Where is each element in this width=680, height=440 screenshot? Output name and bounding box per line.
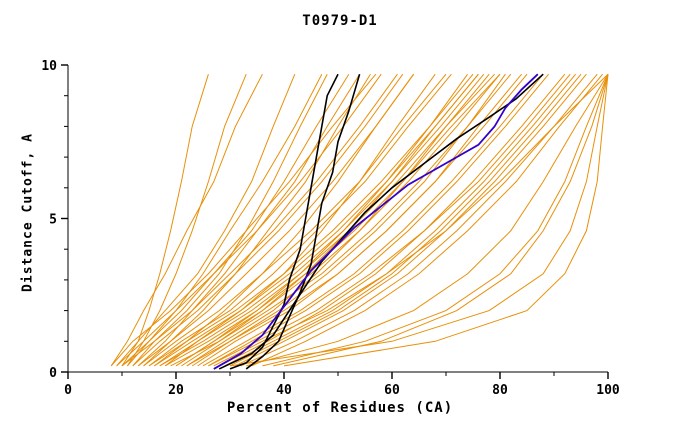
special-curve bbox=[213, 73, 539, 370]
model-curve bbox=[116, 73, 382, 367]
model-curve bbox=[154, 73, 415, 367]
y-tick-label: 5 bbox=[49, 213, 57, 228]
model-curve bbox=[127, 73, 323, 367]
model-curve bbox=[251, 73, 603, 367]
model-curve bbox=[262, 74, 609, 367]
model-curve bbox=[246, 73, 609, 367]
model-curve bbox=[137, 73, 361, 367]
x-tick-label: 80 bbox=[492, 383, 508, 398]
highlight-curve bbox=[218, 73, 544, 370]
model-curve bbox=[110, 73, 377, 367]
model-curve bbox=[148, 73, 452, 367]
model-curve bbox=[170, 73, 512, 367]
model-curve bbox=[181, 73, 479, 367]
model-curve bbox=[202, 73, 544, 367]
model-curve bbox=[137, 73, 415, 367]
model-curve bbox=[159, 73, 485, 367]
model-curve bbox=[132, 73, 404, 367]
model-curve bbox=[240, 73, 598, 367]
model-curve bbox=[164, 73, 436, 367]
highlight-curve bbox=[245, 73, 361, 370]
model-curve bbox=[208, 73, 549, 367]
y-tick-label: 10 bbox=[41, 59, 57, 74]
x-axis-label: Percent of Residues (CA) bbox=[226, 400, 454, 416]
model-curve bbox=[283, 74, 609, 367]
x-tick-label: 60 bbox=[384, 383, 400, 398]
model-curve bbox=[126, 74, 247, 367]
model-curve bbox=[229, 74, 609, 367]
model-curve bbox=[224, 73, 576, 367]
highlight-curve bbox=[229, 73, 339, 370]
model-curve bbox=[273, 74, 609, 367]
model-curve bbox=[110, 73, 263, 367]
model-curve bbox=[186, 73, 490, 367]
x-tick-label: 0 bbox=[64, 383, 72, 398]
model-curve bbox=[218, 73, 566, 367]
x-tick-label: 20 bbox=[168, 383, 184, 398]
model-curve bbox=[235, 73, 587, 367]
chart-title: T0979-D1 bbox=[302, 13, 378, 29]
model-curve bbox=[186, 73, 522, 367]
model-curve bbox=[148, 73, 474, 367]
y-tick-label: 0 bbox=[49, 366, 57, 381]
model-curve bbox=[175, 73, 501, 367]
y-axis-label: Distance Cutoff, A bbox=[20, 133, 36, 292]
model-curve bbox=[121, 73, 398, 367]
model-curve bbox=[116, 74, 296, 367]
x-tick-label: 100 bbox=[596, 383, 620, 398]
model-curve bbox=[143, 73, 447, 367]
model-curve bbox=[159, 73, 495, 367]
model-curve bbox=[208, 73, 571, 367]
x-tick-label: 40 bbox=[276, 383, 292, 398]
model-curve bbox=[121, 74, 209, 367]
model-curve bbox=[121, 73, 350, 367]
